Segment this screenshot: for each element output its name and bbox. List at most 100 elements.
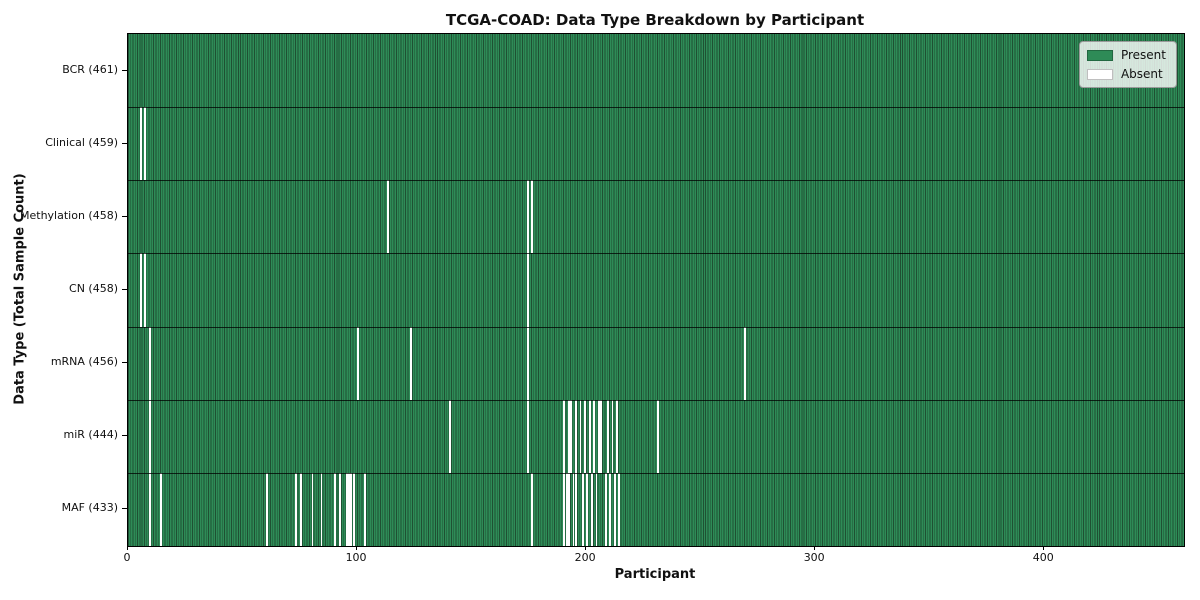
absent-stripe — [657, 399, 660, 473]
absent-stripe — [311, 472, 314, 546]
absent-stripe — [352, 472, 355, 546]
y-tick-mark — [122, 215, 127, 217]
absent-stripe — [265, 472, 268, 546]
row-divider — [128, 180, 1184, 182]
absent-stripe — [364, 472, 367, 546]
absent-stripe — [593, 399, 596, 473]
absent-stripe — [139, 253, 142, 327]
absent-stripe — [570, 399, 573, 473]
y-tick-label: Clinical (459) — [45, 135, 118, 149]
heatmap-row-clinical — [128, 107, 1184, 181]
x-tick-label: 0 — [123, 551, 131, 564]
absent-stripe — [345, 472, 348, 546]
x-tick-mark — [127, 546, 128, 550]
y-tick-label: mRNA (456) — [50, 355, 118, 369]
absent-stripe — [348, 472, 350, 546]
heatmap-row-methylation — [128, 180, 1184, 254]
absent-stripe — [613, 472, 616, 546]
absent-stripe — [588, 399, 591, 473]
absent-stripe — [531, 472, 534, 546]
absent-stripe — [604, 472, 607, 546]
absent-stripe — [581, 472, 584, 546]
present-swatch — [1086, 49, 1113, 61]
absent-stripe — [568, 472, 570, 546]
row-divider — [128, 472, 1184, 474]
absent-stripe — [334, 472, 337, 546]
y-tick-label: Methylation (458) — [20, 208, 118, 222]
x-tick-label: 100 — [345, 551, 367, 564]
x-tick-mark — [1043, 546, 1045, 550]
absent-stripe — [387, 180, 389, 254]
absent-stripe — [616, 399, 618, 473]
absent-stripe — [148, 472, 151, 546]
absent-stripe — [590, 472, 593, 546]
chart-title: TCGA-COAD: Data Type Breakdown by Partic… — [445, 11, 865, 29]
x-tick-label: 300 — [803, 551, 825, 564]
absent-stripe — [526, 180, 529, 254]
y-tick-label: miR (444) — [63, 428, 119, 442]
absent-stripe — [618, 472, 621, 546]
absent-stripe — [410, 326, 412, 400]
y-tick-mark — [122, 508, 127, 510]
absent-stripe — [526, 399, 529, 473]
absent-stripe — [295, 472, 298, 546]
absent-stripe — [744, 326, 747, 400]
y-tick-mark — [122, 362, 127, 364]
absent-stripe — [338, 472, 341, 546]
legend-item-absent: Absent — [1086, 67, 1166, 81]
legend-label-absent: Absent — [1120, 67, 1163, 81]
heatmap-row-cn — [128, 253, 1184, 327]
absent-stripe — [600, 399, 602, 473]
absent-stripe — [565, 472, 568, 546]
x-tick-mark — [585, 546, 587, 550]
x-axis-label: Participant — [614, 567, 696, 582]
heatmap-row-maf — [128, 472, 1184, 546]
x-tick-label: 200 — [574, 551, 596, 564]
absent-stripe — [300, 472, 302, 546]
absent-stripe — [144, 107, 147, 181]
absent-stripe — [139, 107, 142, 181]
heatmap-row-mir — [128, 399, 1184, 473]
y-tick-mark — [122, 69, 127, 71]
legend: Present Absent — [1078, 41, 1177, 88]
row-divider — [128, 399, 1184, 401]
absent-stripe — [320, 472, 323, 546]
absent-stripe — [607, 399, 609, 473]
absent-stripe — [586, 472, 589, 546]
x-tick-mark — [356, 546, 358, 550]
absent-stripe — [579, 399, 582, 473]
y-tick-label: BCR (461) — [62, 62, 118, 76]
row-divider — [128, 326, 1184, 328]
absent-stripe — [526, 253, 529, 327]
y-tick-mark — [122, 435, 127, 437]
y-tick-label: MAF (433) — [61, 501, 118, 515]
absent-stripe — [448, 399, 451, 473]
absent-stripe — [144, 253, 147, 327]
absent-swatch — [1086, 68, 1113, 80]
absent-stripe — [574, 472, 577, 546]
plot-area: Present Absent — [127, 33, 1185, 547]
absent-stripe — [611, 399, 614, 473]
x-tick-label: 400 — [1032, 551, 1054, 564]
absent-stripe — [568, 399, 570, 473]
absent-stripe — [609, 472, 612, 546]
absent-stripe — [357, 326, 360, 400]
row-divider — [128, 253, 1184, 255]
absent-stripe — [160, 472, 163, 546]
absent-stripe — [148, 399, 151, 473]
absent-stripe — [531, 180, 534, 254]
legend-item-present: Present — [1086, 48, 1166, 62]
absent-stripe — [148, 326, 151, 400]
legend-label-present: Present — [1120, 48, 1166, 62]
absent-stripe — [595, 472, 598, 546]
y-tick-mark — [122, 289, 127, 290]
heatmap-row-mrna — [128, 326, 1184, 400]
y-tick-label: CN (458) — [69, 282, 118, 295]
absent-stripe — [572, 472, 575, 546]
x-tick-mark — [814, 546, 816, 550]
y-tick-mark — [122, 142, 127, 144]
absent-stripe — [350, 472, 353, 546]
absent-stripe — [563, 399, 566, 473]
absent-stripe — [563, 472, 566, 546]
